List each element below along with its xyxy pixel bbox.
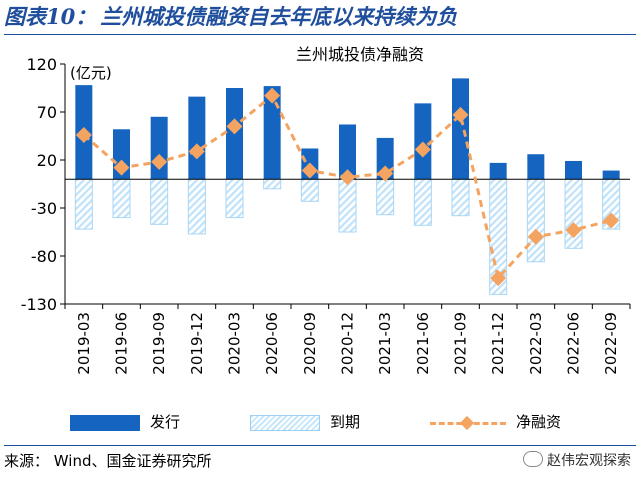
issue-bar-2020-12 <box>339 124 356 180</box>
figure-title-text: 兰州城投债融资自去年底以来持续为负 <box>100 4 458 29</box>
legend-due-label: 到期 <box>330 413 361 431</box>
net-point-2020-03 <box>226 118 243 135</box>
x-tick-label-2021-12: 2021-12 <box>489 312 507 375</box>
legend-net: 净融资 <box>430 411 561 433</box>
wechat-icon <box>523 451 543 467</box>
due-bar-2020-03 <box>225 178 244 219</box>
issue-bar-2022-09 <box>602 170 620 180</box>
y-tick-label--130: -130 <box>21 295 57 314</box>
net-point-2021-06 <box>414 141 431 158</box>
y-tick-label-20: 20 <box>37 151 57 170</box>
issue-bar-2021-03 <box>376 137 394 180</box>
issue-bar-2022-03 <box>527 154 545 180</box>
y-tick-label--30: -30 <box>31 199 57 218</box>
issue-bar-2020-06 <box>263 86 281 180</box>
legend-issue-swatch <box>70 415 140 431</box>
net-point-2021-12 <box>490 270 507 287</box>
net-point-2020-06 <box>264 87 281 104</box>
source-divider <box>4 445 636 446</box>
y-axis-unit-label: (亿元) <box>70 64 112 82</box>
due-bar-2021-09 <box>451 178 470 217</box>
source-note: 来源： Wind、国金证券研究所 <box>4 452 212 470</box>
y-tick-label--80: -80 <box>31 247 57 266</box>
x-tick-label-2021-06: 2021-06 <box>414 312 432 375</box>
x-tick-label-2019-06: 2019-06 <box>113 312 131 375</box>
due-bar-2021-03 <box>376 178 395 216</box>
due-bar-2020-12 <box>338 178 357 233</box>
x-tick-label-2019-12: 2019-12 <box>188 312 206 375</box>
legend-net-swatch <box>430 415 506 431</box>
net-point-2020-12 <box>339 169 356 186</box>
chart-title: 兰州城投债净融资 <box>296 45 424 64</box>
due-bar-2020-09 <box>300 178 319 202</box>
legend-net-label: 净融资 <box>516 413 562 431</box>
watermark-text: 赵伟宏观探索 <box>547 453 631 469</box>
x-tick-label-2021-09: 2021-09 <box>452 312 470 375</box>
net-point-2021-03 <box>377 165 394 182</box>
due-bar-2019-09 <box>150 178 169 225</box>
figure-title: 图表10： 兰州城投债融资自去年底以来持续为负 <box>4 2 636 32</box>
issue-bar-2019-12 <box>188 96 206 180</box>
y-tick-label-70: 70 <box>37 103 57 122</box>
x-tick-label-2020-12: 2020-12 <box>339 312 357 375</box>
x-tick-label-2020-06: 2020-06 <box>263 312 281 375</box>
net-point-2022-03 <box>527 228 544 245</box>
legend-due-swatch <box>250 415 320 431</box>
net-point-2022-06 <box>565 222 582 239</box>
x-tick-label-2019-09: 2019-09 <box>150 312 168 375</box>
due-bar-2019-03 <box>74 178 93 230</box>
due-bar-2019-06 <box>112 178 131 219</box>
net-point-2021-09 <box>452 106 469 123</box>
net-point-2019-12 <box>188 143 205 160</box>
due-bar-2020-06 <box>263 178 282 190</box>
legend-issue: 发行 <box>70 411 180 433</box>
x-tick-label-2019-03: 2019-03 <box>75 312 93 375</box>
y-tick-label-120: 120 <box>26 55 57 74</box>
x-tick-label-2022-06: 2022-06 <box>565 312 583 375</box>
legend-due: 到期 <box>250 411 360 433</box>
net-point-2019-03 <box>75 127 92 144</box>
legend-issue-label: 发行 <box>150 413 181 431</box>
net-point-2019-06 <box>113 159 130 176</box>
x-tick-label-2020-03: 2020-03 <box>226 312 244 375</box>
net-point-2020-09 <box>301 162 318 179</box>
x-tick-label-2022-03: 2022-03 <box>527 312 545 375</box>
chart-area: 兰州城投债净融资 (亿元) -130 -80 -30 20 70 120 2019-03 20… <box>21 45 631 375</box>
figure-number: 图表10： <box>4 4 97 29</box>
issue-bar-2022-06 <box>565 160 582 180</box>
due-bar-2022-03 <box>526 178 545 263</box>
due-bar-2021-06 <box>413 178 432 226</box>
x-tick-label-2022-09: 2022-09 <box>602 312 620 375</box>
title-divider <box>4 34 636 35</box>
net-point-2022-09 <box>603 212 620 229</box>
due-bar-2019-12 <box>187 178 206 235</box>
x-tick-label-2021-03: 2021-03 <box>376 312 394 375</box>
issue-bar-2021-06 <box>414 103 432 180</box>
x-tick-label-2020-09: 2020-09 <box>301 312 319 375</box>
net-point-2019-09 <box>151 153 168 170</box>
watermark: 赵伟宏观探索 <box>523 448 631 474</box>
issue-bar-2021-09 <box>452 78 469 180</box>
issue-bar-2021-12 <box>489 162 507 180</box>
